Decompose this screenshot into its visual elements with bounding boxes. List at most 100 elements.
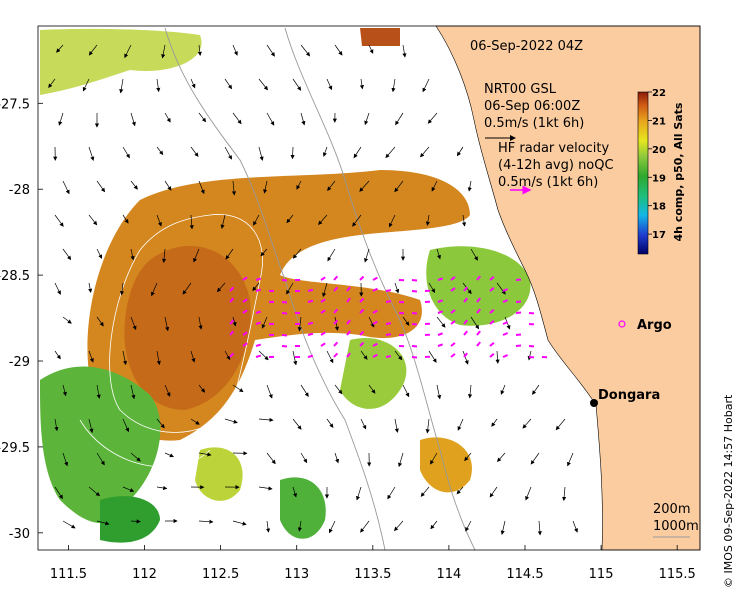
current-vector [88, 146, 95, 161]
radar-vector [372, 342, 378, 347]
radar-vector [450, 353, 456, 358]
radar-vector [437, 310, 444, 314]
current-vector [420, 486, 430, 497]
current-vector [467, 384, 473, 399]
current-vector [394, 180, 404, 193]
current-vector [62, 452, 69, 467]
current-vector [522, 418, 532, 429]
current-vector [130, 384, 136, 400]
radar-vector [372, 276, 378, 281]
radar-vector [372, 320, 378, 325]
current-vector [572, 520, 578, 533]
radar-vector [346, 319, 351, 325]
current-vector [398, 452, 404, 468]
radar-vector [229, 319, 235, 325]
current-vector [265, 520, 271, 533]
current-vector [436, 384, 442, 400]
radar-vector [489, 287, 495, 292]
current-vector [300, 452, 308, 464]
sst-warm-core [124, 245, 251, 410]
current-vector [286, 214, 294, 224]
sst-cool-south [100, 496, 160, 543]
radar-vector [242, 298, 248, 303]
radar-vector [333, 341, 339, 347]
current-vector [394, 520, 404, 532]
radar-vector [242, 309, 248, 314]
radar-vector [255, 288, 262, 292]
current-vector [96, 520, 110, 526]
current-vector [263, 180, 268, 194]
current-vector [525, 486, 532, 501]
current-vector [156, 78, 161, 93]
argo-label: Argo [637, 318, 672, 333]
current-vector [122, 418, 130, 433]
radar-vector [463, 286, 468, 292]
dongara-marker [590, 399, 598, 407]
radar-vector [385, 355, 392, 358]
current-vector [360, 520, 370, 533]
current-vector [292, 78, 302, 91]
colorbar-tick-label: 22 [652, 88, 666, 99]
current-vector [292, 248, 302, 259]
current-vector [156, 485, 168, 491]
current-vector [122, 214, 129, 224]
x-tick-label: 114 [436, 567, 461, 582]
current-vector [353, 146, 362, 159]
radar-vector [450, 287, 456, 292]
model-name: NRT00 GSL [484, 82, 557, 97]
current-vector [328, 520, 336, 534]
current-vector [156, 146, 164, 156]
current-vector [62, 248, 72, 261]
radar-vector [255, 321, 262, 325]
sst-isotherm [79, 419, 211, 468]
current-vector [300, 44, 311, 57]
current-vector [88, 44, 98, 56]
radar-title: HF radar velocity [498, 141, 610, 156]
radar-vector [229, 352, 235, 358]
bathymetry-200m-contour [284, 27, 476, 551]
current-vector [470, 248, 478, 261]
sst-yellow-east [426, 246, 531, 326]
radar-vector [502, 288, 509, 292]
radar-vector [463, 319, 468, 325]
radar-vector [307, 321, 314, 325]
radar-vector [502, 299, 509, 303]
current-vector [258, 350, 269, 361]
radar-vector [502, 321, 509, 325]
radar-vector [346, 297, 351, 303]
current-vector [54, 214, 64, 227]
sst-patch-south [280, 477, 326, 539]
current-vector [427, 112, 438, 124]
current-vector [457, 418, 464, 431]
current-vector [356, 486, 362, 501]
radar-vector [463, 297, 468, 303]
current-vector [96, 248, 103, 259]
sst-cool-west [40, 366, 161, 524]
radar-avg: (4-12h avg) noQC [498, 158, 614, 173]
current-vector [537, 520, 542, 536]
current-vector [164, 452, 174, 458]
current-vector [527, 350, 532, 361]
dongara-label: Dongara [598, 388, 660, 403]
current-vector [497, 452, 506, 463]
radar-vector [476, 330, 481, 336]
current-vector [88, 486, 101, 497]
sst-yellow-nw [40, 28, 202, 96]
date-label: 06-Sep-2022 04Z [470, 39, 583, 54]
radar-vector [476, 297, 481, 303]
current-vector [130, 112, 136, 127]
current-vector [164, 180, 172, 191]
radar-vector [255, 310, 262, 314]
radar-vector [437, 277, 444, 281]
current-vector [122, 350, 128, 366]
current-vector [394, 350, 403, 361]
current-vector [122, 486, 135, 493]
current-vector [164, 316, 170, 332]
current-vector [368, 384, 376, 394]
current-vector [88, 350, 94, 363]
current-vector [292, 418, 302, 430]
current-vector [286, 282, 294, 295]
colorbar-tick-label: 19 [652, 173, 666, 184]
radar-vector [255, 343, 262, 347]
